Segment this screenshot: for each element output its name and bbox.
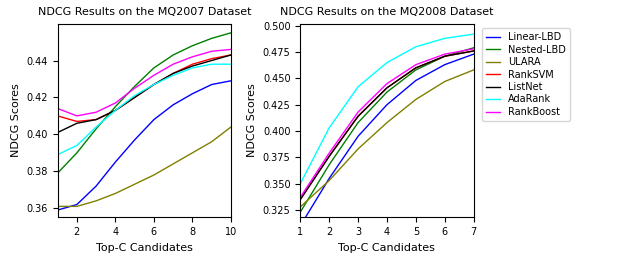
- ListNet: [412, 66, 420, 69]
- AdaRank: [296, 182, 304, 185]
- ListNet: [383, 86, 391, 89]
- AdaRank: [441, 37, 449, 40]
- RankBoost: [296, 196, 304, 199]
- RankBoost: [354, 111, 362, 114]
- RankSVM: [325, 155, 333, 158]
- AdaRank: [325, 126, 333, 129]
- Title: NDCG Results on the MQ2007 Dataset: NDCG Results on the MQ2007 Dataset: [38, 7, 251, 17]
- AdaRank: [412, 45, 420, 48]
- ListNet: [470, 50, 477, 53]
- Linear-LBD: [412, 79, 420, 82]
- Line: RankBoost: RankBoost: [300, 49, 474, 198]
- RankBoost: [412, 63, 420, 66]
- Nested-LBD: [441, 55, 449, 58]
- ULARA: [325, 179, 333, 182]
- ULARA: [383, 121, 391, 124]
- Title: NDCG Results on the MQ2008 Dataset: NDCG Results on the MQ2008 Dataset: [280, 7, 493, 17]
- Line: ULARA: ULARA: [300, 70, 474, 207]
- Nested-LBD: [470, 46, 477, 50]
- Linear-LBD: [383, 103, 391, 106]
- Y-axis label: NDCG Scores: NDCG Scores: [11, 84, 21, 157]
- RankBoost: [325, 152, 333, 155]
- Nested-LBD: [354, 121, 362, 124]
- Line: ListNet: ListNet: [300, 51, 474, 200]
- Linear-LBD: [325, 177, 333, 180]
- RankSVM: [296, 198, 304, 201]
- RankSVM: [441, 55, 449, 58]
- Linear-LBD: [470, 53, 477, 56]
- Linear-LBD: [441, 63, 449, 66]
- RankSVM: [354, 115, 362, 118]
- ULARA: [470, 68, 477, 72]
- AdaRank: [354, 85, 362, 88]
- X-axis label: Top-C Candidates: Top-C Candidates: [339, 243, 435, 253]
- ULARA: [441, 80, 449, 83]
- ULARA: [412, 98, 420, 101]
- Line: Nested-LBD: Nested-LBD: [300, 48, 474, 212]
- ULARA: [354, 148, 362, 151]
- X-axis label: Top-C Candidates: Top-C Candidates: [96, 243, 193, 253]
- Legend: Linear-LBD, Nested-LBD, ULARA, RankSVM, ListNet, AdaRank, RankBoost: Linear-LBD, Nested-LBD, ULARA, RankSVM, …: [482, 29, 570, 121]
- Line: RankSVM: RankSVM: [300, 51, 474, 200]
- RankBoost: [441, 53, 449, 56]
- AdaRank: [383, 61, 391, 64]
- Line: Linear-LBD: Linear-LBD: [300, 54, 474, 226]
- Line: AdaRank: AdaRank: [300, 34, 474, 184]
- RankSVM: [383, 86, 391, 89]
- RankBoost: [383, 82, 391, 85]
- Nested-LBD: [412, 68, 420, 72]
- Nested-LBD: [325, 163, 333, 166]
- Linear-LBD: [296, 224, 304, 227]
- ListNet: [441, 55, 449, 58]
- AdaRank: [470, 32, 477, 36]
- Linear-LBD: [354, 135, 362, 138]
- Y-axis label: NDCG Scores: NDCG Scores: [247, 84, 257, 157]
- RankSVM: [412, 66, 420, 69]
- ULARA: [296, 205, 304, 209]
- ListNet: [354, 115, 362, 118]
- ListNet: [296, 198, 304, 201]
- Nested-LBD: [383, 90, 391, 94]
- RankSVM: [470, 50, 477, 53]
- Nested-LBD: [296, 211, 304, 214]
- ListNet: [325, 155, 333, 158]
- RankBoost: [470, 47, 477, 51]
